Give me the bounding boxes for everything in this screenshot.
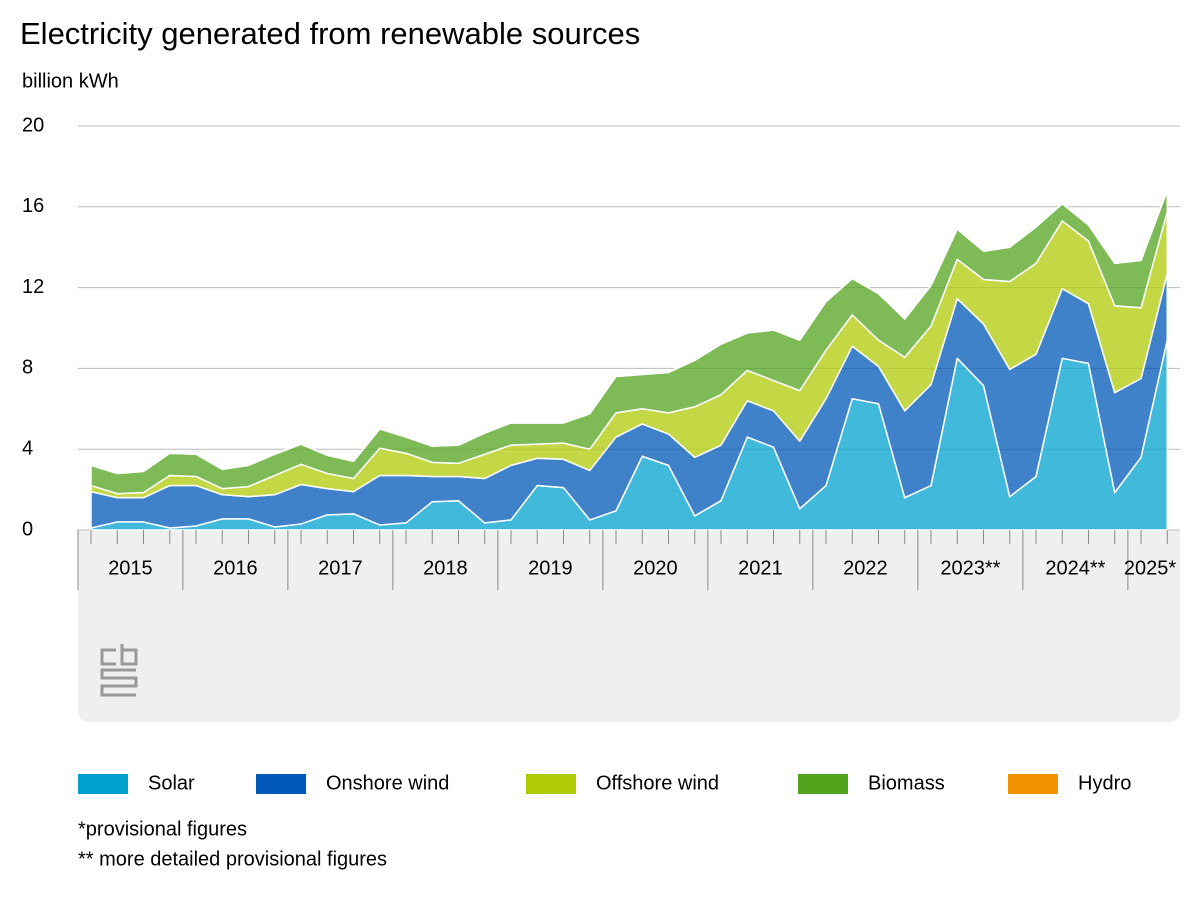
y-tick-label: 4 <box>22 437 33 459</box>
x-tick-label: 2018 <box>423 557 468 579</box>
x-axis-band <box>78 530 1180 722</box>
y-tick-label: 20 <box>22 114 44 136</box>
x-tick-label: 2020 <box>633 557 678 579</box>
footnote: ** more detailed provisional figures <box>78 848 387 870</box>
legend-label: Biomass <box>868 772 945 794</box>
footnote: *provisional figures <box>78 818 247 840</box>
x-tick-label: 2024** <box>1045 557 1105 579</box>
legend-label: Onshore wind <box>326 772 449 794</box>
x-axis-band-top <box>78 530 1180 550</box>
y-tick-label: 12 <box>22 276 44 298</box>
x-tick-label: 2017 <box>318 557 363 579</box>
x-tick-label: 2016 <box>213 557 258 579</box>
legend-label: Hydro <box>1078 772 1131 794</box>
legend-swatch <box>78 774 128 794</box>
legend-swatch <box>256 774 306 794</box>
chart-title: Electricity generated from renewable sou… <box>20 16 640 51</box>
area <box>90 189 1168 475</box>
legend-swatch <box>1008 774 1058 794</box>
x-tick-label: 2015 <box>108 557 153 579</box>
y-tick-label: 0 <box>22 518 33 540</box>
x-tick-label: 2019 <box>528 557 573 579</box>
y-tick-label: 8 <box>22 357 33 379</box>
x-tick-label: 2022 <box>843 557 888 579</box>
cbs-logo <box>100 644 138 697</box>
legend-label: Offshore wind <box>596 772 719 794</box>
y-tick-label: 16 <box>22 195 44 217</box>
legend-swatch <box>526 774 576 794</box>
legend-swatch <box>798 774 848 794</box>
x-tick-label: 2021 <box>738 557 783 579</box>
x-tick-label: 2023** <box>940 557 1000 579</box>
y-axis-label: billion kWh <box>22 70 119 92</box>
legend-label: Solar <box>148 772 195 794</box>
x-tick-label: 2025* <box>1124 557 1176 579</box>
